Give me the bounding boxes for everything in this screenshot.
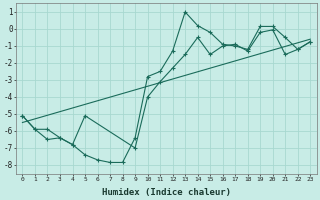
X-axis label: Humidex (Indice chaleur): Humidex (Indice chaleur) (102, 188, 231, 197)
